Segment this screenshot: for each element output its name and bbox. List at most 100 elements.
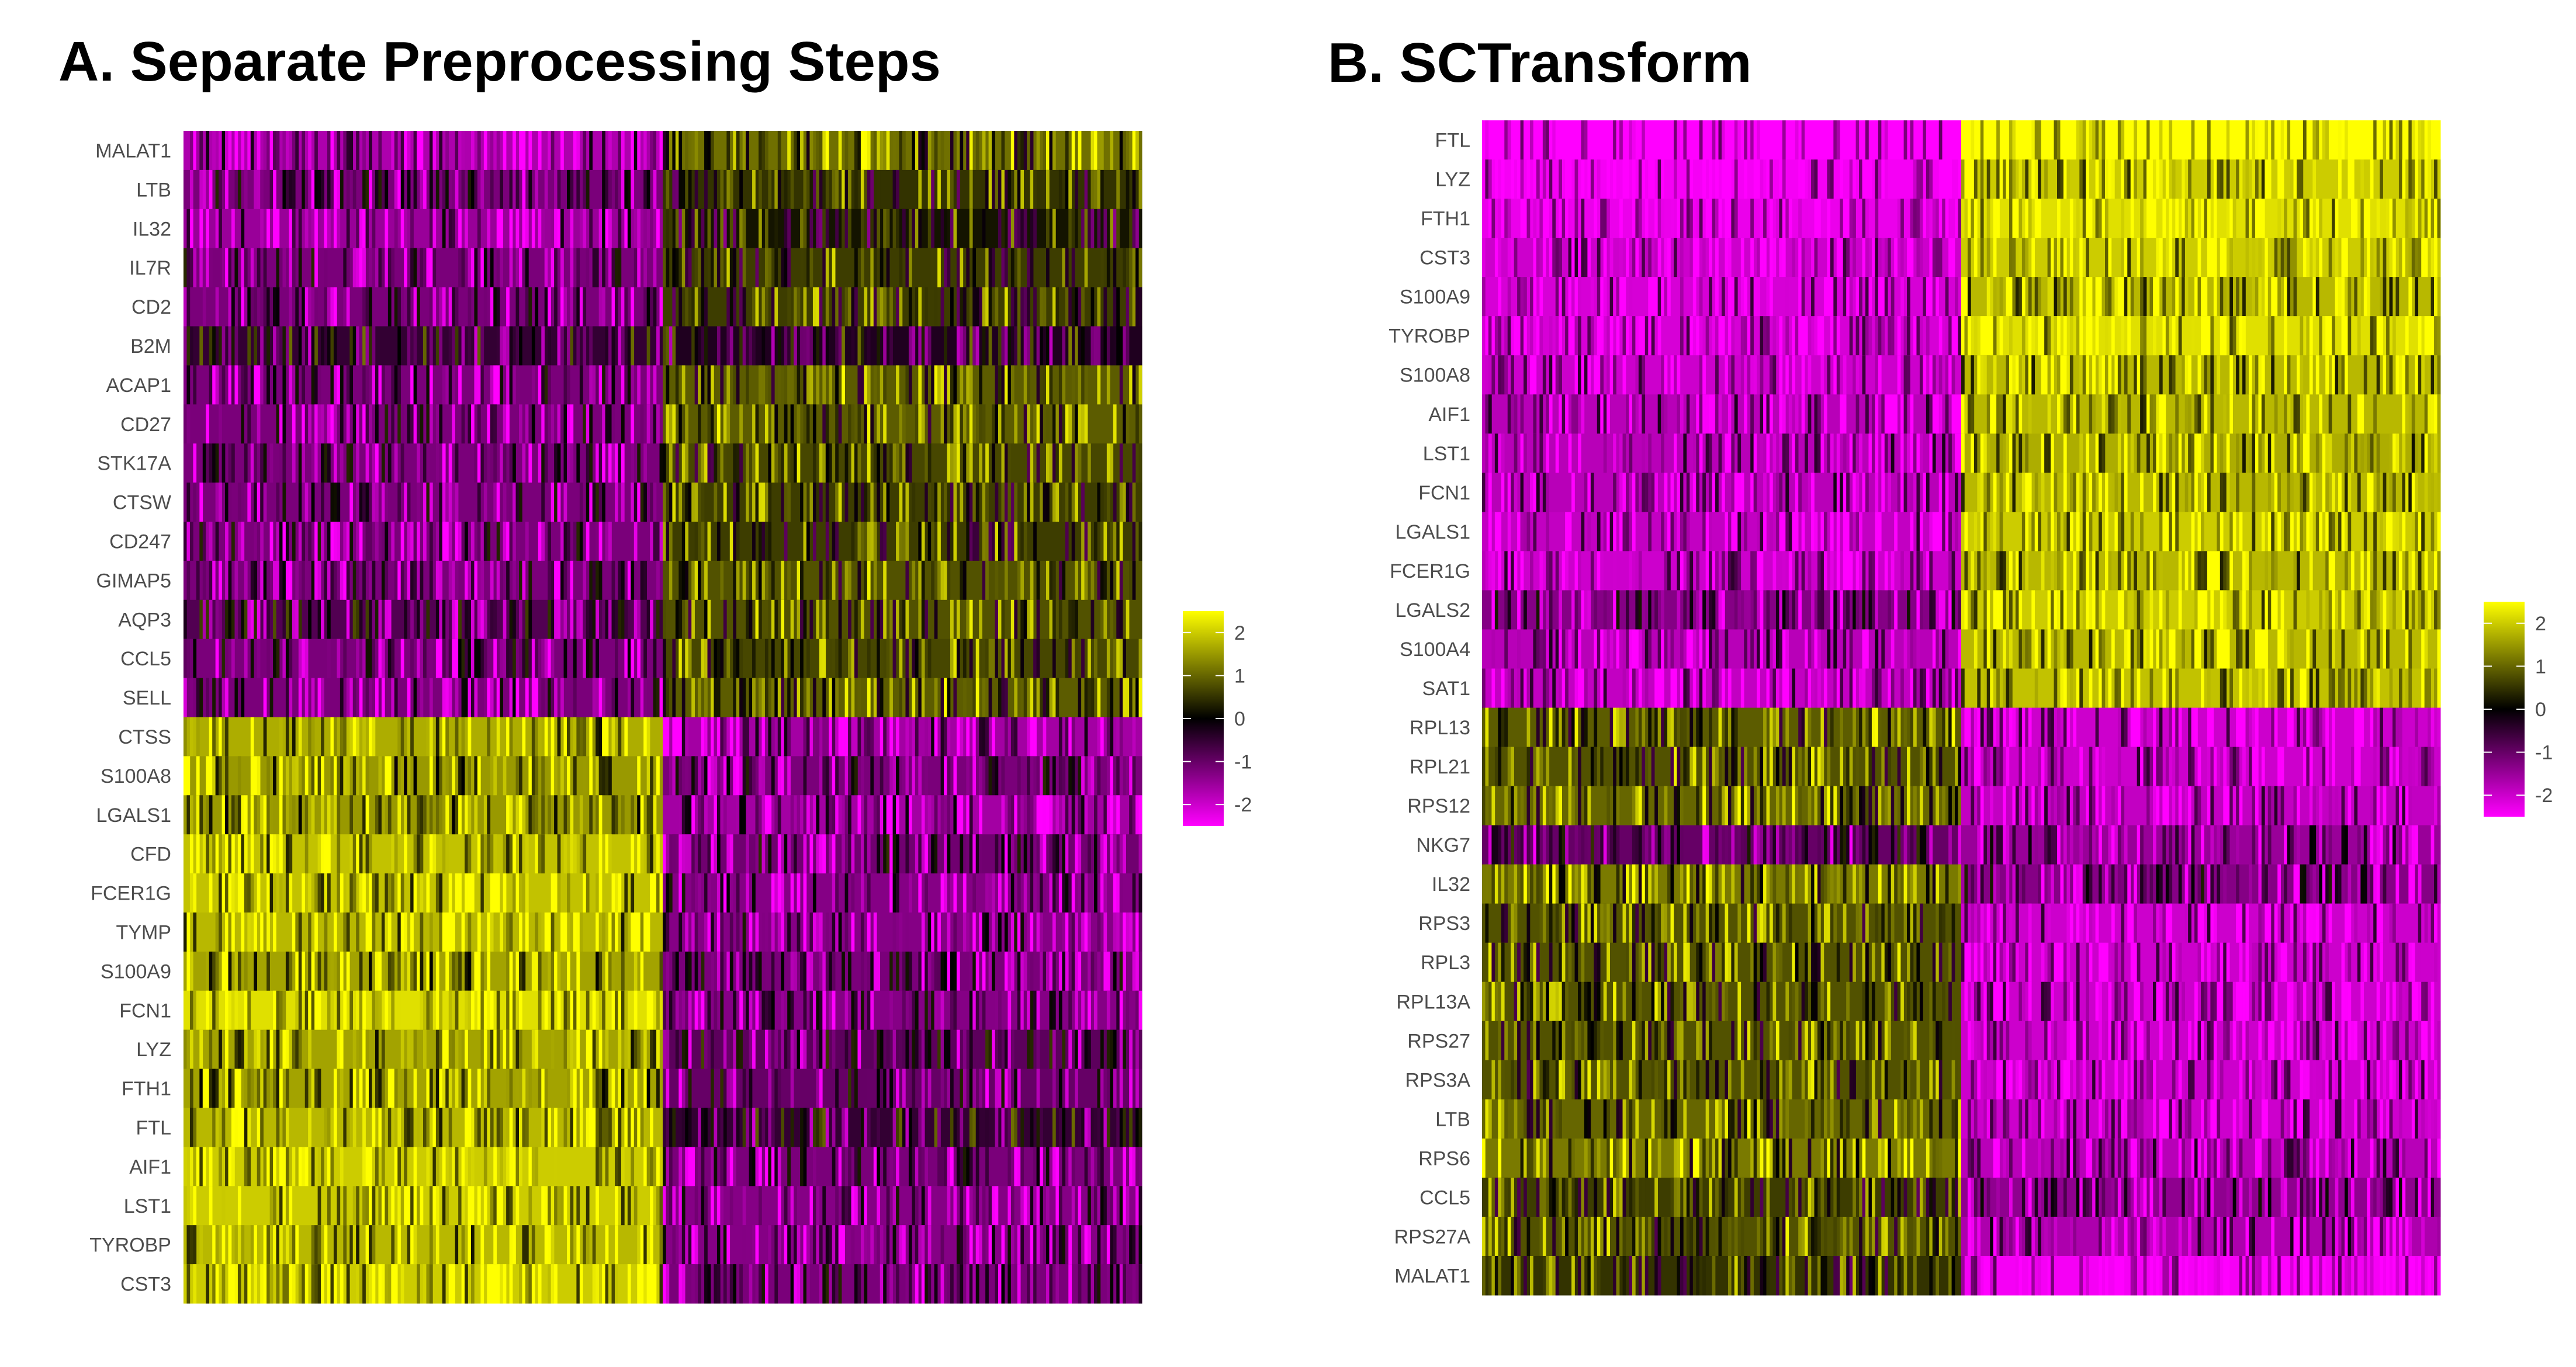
heatmap-cell	[704, 287, 708, 327]
heatmap-cell	[241, 404, 245, 444]
heatmap-cell	[848, 209, 851, 249]
heatmap-cell	[790, 326, 794, 366]
heatmap-cell	[896, 287, 899, 327]
heatmap-cell	[586, 404, 590, 444]
heatmap-cell	[774, 209, 778, 249]
heatmap-cell	[842, 326, 845, 366]
heatmap-cell	[439, 404, 443, 444]
heatmap-cell	[621, 169, 625, 210]
heatmap-cell	[273, 209, 276, 249]
heatmap-cell	[1135, 248, 1139, 288]
heatmap-cell	[308, 287, 311, 327]
heatmap-cell	[605, 169, 609, 210]
heatmap-cell	[1106, 248, 1110, 288]
heatmap-cell	[343, 131, 347, 171]
heatmap-cell	[742, 209, 746, 249]
heatmap-cell	[1135, 209, 1139, 249]
heatmap-cell	[669, 209, 673, 249]
heatmap-cell	[387, 287, 392, 327]
heatmap-cell	[1132, 209, 1136, 249]
heatmap-cell	[1116, 326, 1120, 366]
heatmap-cell	[452, 404, 455, 444]
heatmap-cell	[369, 404, 372, 444]
heatmap-cell	[611, 287, 615, 327]
heatmap-cell	[356, 209, 359, 249]
heatmap-cell	[1103, 209, 1107, 249]
heatmap-cell	[356, 404, 359, 444]
heatmap-cell	[448, 287, 452, 327]
heatmap-cell	[346, 365, 350, 405]
heatmap-cell	[219, 209, 222, 249]
heatmap-cell	[563, 404, 567, 444]
heatmap-cell	[678, 365, 683, 405]
heatmap-cell	[209, 287, 213, 327]
heatmap-cell	[493, 365, 497, 405]
heatmap-cell	[806, 169, 810, 210]
heatmap-cell	[694, 131, 698, 171]
heatmap-cell	[787, 248, 791, 288]
heatmap-cell	[877, 169, 881, 210]
heatmap-cell	[867, 365, 871, 405]
heatmap-cell	[877, 287, 881, 327]
heatmap-cell	[621, 365, 625, 405]
heatmap-cell	[653, 287, 657, 327]
heatmap-cell	[234, 326, 238, 366]
heatmap-cell	[624, 169, 628, 210]
heatmap-cell	[314, 326, 318, 366]
heatmap-cell	[720, 365, 724, 405]
heatmap-cell	[448, 326, 452, 366]
heatmap-cell	[215, 287, 219, 327]
heatmap-cell	[716, 404, 721, 444]
heatmap-cell	[448, 365, 452, 405]
heatmap-cell	[937, 248, 941, 288]
heatmap-cell	[1027, 131, 1030, 171]
heatmap-cell	[455, 131, 459, 171]
heatmap-cell	[733, 287, 737, 327]
heatmap-cell	[672, 248, 676, 288]
heatmap-cell	[404, 131, 407, 171]
heatmap-cell	[1043, 287, 1047, 327]
heatmap-cell	[675, 209, 679, 249]
heatmap-cell	[608, 169, 612, 210]
heatmap-cell	[627, 365, 631, 405]
heatmap-cell	[576, 169, 580, 210]
heatmap-cell	[404, 209, 407, 249]
heatmap-cell	[407, 169, 411, 210]
heatmap-cell	[206, 248, 210, 288]
heatmap-cell	[260, 209, 264, 249]
heatmap-cell	[908, 365, 912, 405]
heatmap-cell	[490, 365, 494, 405]
heatmap-cell	[260, 169, 264, 210]
heatmap-cell	[716, 248, 721, 288]
heatmap-cell	[538, 209, 542, 249]
heatmap-cell	[953, 131, 957, 171]
heatmap-cell	[1090, 209, 1095, 249]
heatmap-cell	[1100, 248, 1104, 288]
heatmap-cell	[314, 287, 318, 327]
heatmap-cell	[694, 365, 698, 405]
heatmap-cell	[314, 248, 318, 288]
heatmap-cell	[947, 248, 951, 288]
heatmap-cell	[704, 131, 708, 171]
heatmap-cell	[513, 365, 516, 405]
heatmap-cell	[471, 404, 475, 444]
heatmap-cell	[583, 326, 587, 366]
heatmap-cell	[448, 169, 452, 210]
heatmap-cell	[362, 209, 366, 249]
heatmap-cell	[739, 326, 743, 366]
heatmap-cell	[803, 365, 807, 405]
heatmap-cell	[825, 248, 829, 288]
heatmap-cell	[560, 131, 564, 171]
heatmap-cell	[445, 169, 449, 210]
heatmap-cell	[365, 365, 369, 405]
heatmap-cell	[595, 248, 599, 288]
heatmap-cell	[663, 131, 666, 171]
heatmap-cell	[225, 248, 228, 288]
heatmap-cell	[1001, 209, 1005, 249]
heatmap-cell	[1007, 365, 1012, 405]
heatmap-cell	[583, 287, 587, 327]
heatmap-cell	[241, 287, 245, 327]
heatmap-cell	[496, 287, 500, 327]
heatmap-cell	[803, 169, 807, 210]
heatmap-cell	[832, 169, 836, 210]
